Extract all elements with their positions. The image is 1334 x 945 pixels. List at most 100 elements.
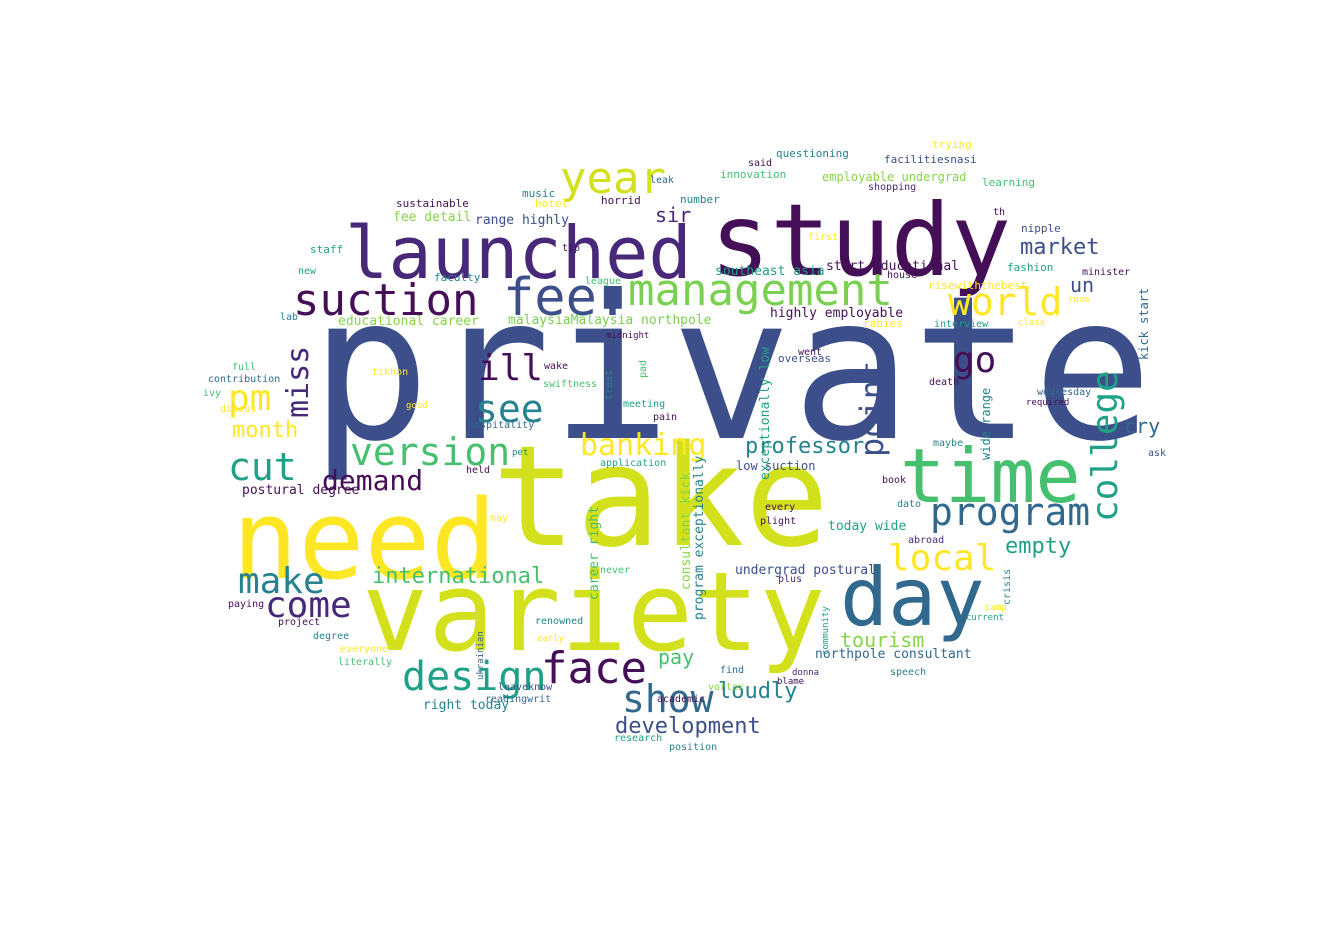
word: sustainable (396, 197, 469, 210)
word: discus (220, 404, 256, 415)
word: horrid (601, 194, 641, 207)
word: program (930, 490, 1090, 534)
word: risewiththebest (928, 279, 1027, 292)
word: pet (512, 448, 528, 458)
word: good (406, 401, 428, 411)
word: community (821, 606, 831, 655)
word: northpole consultant (815, 647, 972, 662)
word: college (1085, 370, 1126, 522)
word: design (402, 654, 547, 700)
word: tikhon (372, 367, 408, 378)
word: southeast asia (715, 264, 825, 279)
word: speech (890, 667, 926, 678)
word: music (522, 187, 555, 200)
word: full (232, 362, 256, 373)
word: time (900, 432, 1081, 520)
word: pain (653, 412, 677, 423)
word: ask (1148, 448, 1166, 459)
word: facilitiesnasi (884, 153, 977, 166)
word: show (622, 677, 714, 721)
word: death (929, 377, 959, 388)
word: pm (228, 378, 271, 419)
word: crisis (1002, 569, 1013, 605)
word: ill (478, 348, 543, 389)
word: abroad (908, 535, 944, 546)
word: suction (293, 275, 478, 326)
word: wake (544, 361, 568, 372)
word: month (232, 418, 298, 443)
word: house (887, 270, 917, 281)
word: go (953, 340, 996, 381)
word: number (680, 193, 720, 206)
word: first (808, 232, 838, 243)
word: meeting (623, 399, 665, 410)
word: said (748, 158, 772, 169)
word: empty (1005, 534, 1071, 559)
word: never (600, 565, 630, 576)
word: kick start (1137, 288, 1151, 360)
word: come (265, 585, 352, 626)
word: camp (985, 603, 1007, 613)
word: readingwrit (485, 694, 551, 705)
word: year (560, 153, 666, 204)
word: nipple (1021, 222, 1061, 235)
word: contribution (208, 374, 280, 385)
word: went (798, 347, 822, 358)
word: program exceptionally (692, 455, 707, 620)
word: day (840, 551, 985, 644)
word: new (298, 266, 317, 277)
word: miss (281, 346, 316, 418)
word: faculty (434, 271, 481, 284)
word: midnight (606, 331, 649, 341)
word: room (1068, 295, 1090, 305)
word: low suction (736, 459, 815, 473)
word: today wide (828, 519, 906, 534)
word: range highly (475, 213, 569, 228)
word: swiftness (543, 379, 597, 390)
word: questioning (776, 147, 849, 160)
word: pad (638, 360, 649, 378)
word: hospitality (468, 420, 534, 431)
word: wednesday (1037, 387, 1091, 398)
word: hotel (535, 197, 568, 210)
word: vortex (708, 682, 744, 693)
word: overseas (778, 352, 831, 365)
word: cry (1124, 414, 1160, 438)
word: every (765, 502, 795, 513)
word: trying (932, 138, 972, 151)
word: make (238, 561, 325, 602)
word: management (628, 265, 893, 316)
word: career right (587, 506, 602, 600)
word: current (966, 613, 1004, 623)
word: everyone (340, 644, 388, 655)
word: minister (1082, 267, 1130, 278)
word: staff (310, 243, 343, 256)
word: maybe (933, 438, 963, 449)
word: fee detail (393, 210, 471, 225)
word: postural degree (242, 483, 360, 498)
word: leaveknow (498, 682, 553, 693)
word: exceptionally low (758, 347, 773, 480)
word: international (372, 564, 544, 589)
word: position (669, 742, 717, 753)
word: interview (934, 319, 989, 330)
word: need (232, 476, 497, 604)
word: class (1018, 318, 1045, 328)
word: banking (580, 428, 706, 463)
word: loudly (718, 679, 797, 704)
word: private (310, 253, 1153, 486)
word: shopping (868, 182, 916, 193)
word: malaysiaMalaysia northpole (508, 313, 712, 328)
word: application (600, 458, 666, 469)
word: treat (604, 370, 615, 400)
word: degree (313, 631, 349, 642)
word: book (882, 475, 906, 486)
word: consultant kick (679, 472, 694, 590)
word: fashion (1007, 261, 1053, 274)
word: market (1020, 235, 1099, 260)
word: tourism (840, 628, 924, 652)
word: leak (650, 175, 674, 186)
word: world (948, 280, 1062, 324)
word: learning (982, 176, 1035, 189)
